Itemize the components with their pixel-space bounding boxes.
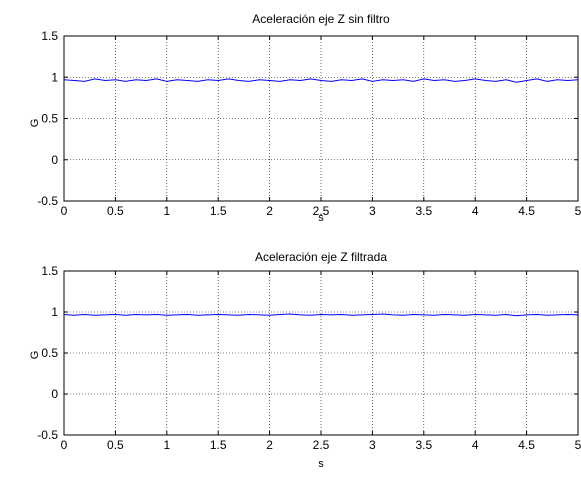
x-tick-label: 0 (61, 204, 68, 218)
x-tick-label: 1.5 (210, 204, 227, 218)
x-tick-label: 5 (575, 438, 581, 452)
y-tick-label: 1 (51, 305, 58, 319)
x-tick-label: 3 (369, 438, 376, 452)
x-tick-label: 1.5 (210, 438, 227, 452)
x-tick-label: 3 (369, 204, 376, 218)
x-tick-label: 2.5 (313, 438, 330, 452)
series-line (63, 313, 579, 317)
y-tick-label: 0.5 (41, 346, 58, 360)
y-tick-label: -0.5 (37, 194, 58, 208)
subplot-1-axes-frame (63, 35, 579, 202)
subplot-2-xlabel: s (318, 458, 324, 470)
x-tick-label: 1 (163, 438, 170, 452)
x-tick-label: 3.5 (415, 438, 432, 452)
y-tick-label: 0 (51, 153, 58, 167)
subplot-2-title: Aceleración eje Z filtrada (255, 250, 387, 264)
y-tick-label: 1 (51, 70, 58, 84)
x-tick-label: 0.5 (107, 204, 124, 218)
y-tick-label: 1.5 (41, 264, 58, 278)
subplot-1-xlabel: s (318, 212, 324, 224)
subplot-1: 0 0.5 1 1.5 2 2.5 3 3.5 4 4.5 5-0.500.511.5Acelera… (29, 12, 581, 224)
y-tick-label: 1.5 (41, 29, 58, 43)
y-tick-label: -0.5 (37, 428, 58, 442)
subplot-2-axes-frame (63, 270, 579, 436)
x-tick-label: 4.5 (518, 204, 535, 218)
subplot-2-ylabel: G (29, 351, 41, 360)
x-tick-label: 4 (472, 438, 479, 452)
subplot-1-title: Aceleración eje Z sin filtro (252, 12, 390, 26)
x-tick-label: 4 (472, 204, 479, 218)
x-tick-label: 3.5 (415, 204, 432, 218)
x-tick-label: 5 (575, 204, 581, 218)
x-tick-label: 2 (266, 204, 273, 218)
x-tick-label: 0 (61, 438, 68, 452)
x-tick-label: 2 (266, 438, 273, 452)
x-tick-label: 0.5 (107, 438, 124, 452)
subplot-2: 0 0.5 1 1.5 2 2.5 3 3.5 4 4.5 5-0.500.511.5Acelera… (29, 250, 581, 470)
x-tick-label: 4.5 (518, 438, 535, 452)
series-line (63, 78, 579, 83)
subplot-1-ylabel: G (29, 119, 41, 128)
x-tick-label: 2.5 (313, 204, 330, 218)
y-tick-label: 0.5 (41, 112, 58, 126)
y-tick-label: 0 (51, 387, 58, 401)
x-tick-label: 1 (163, 204, 170, 218)
